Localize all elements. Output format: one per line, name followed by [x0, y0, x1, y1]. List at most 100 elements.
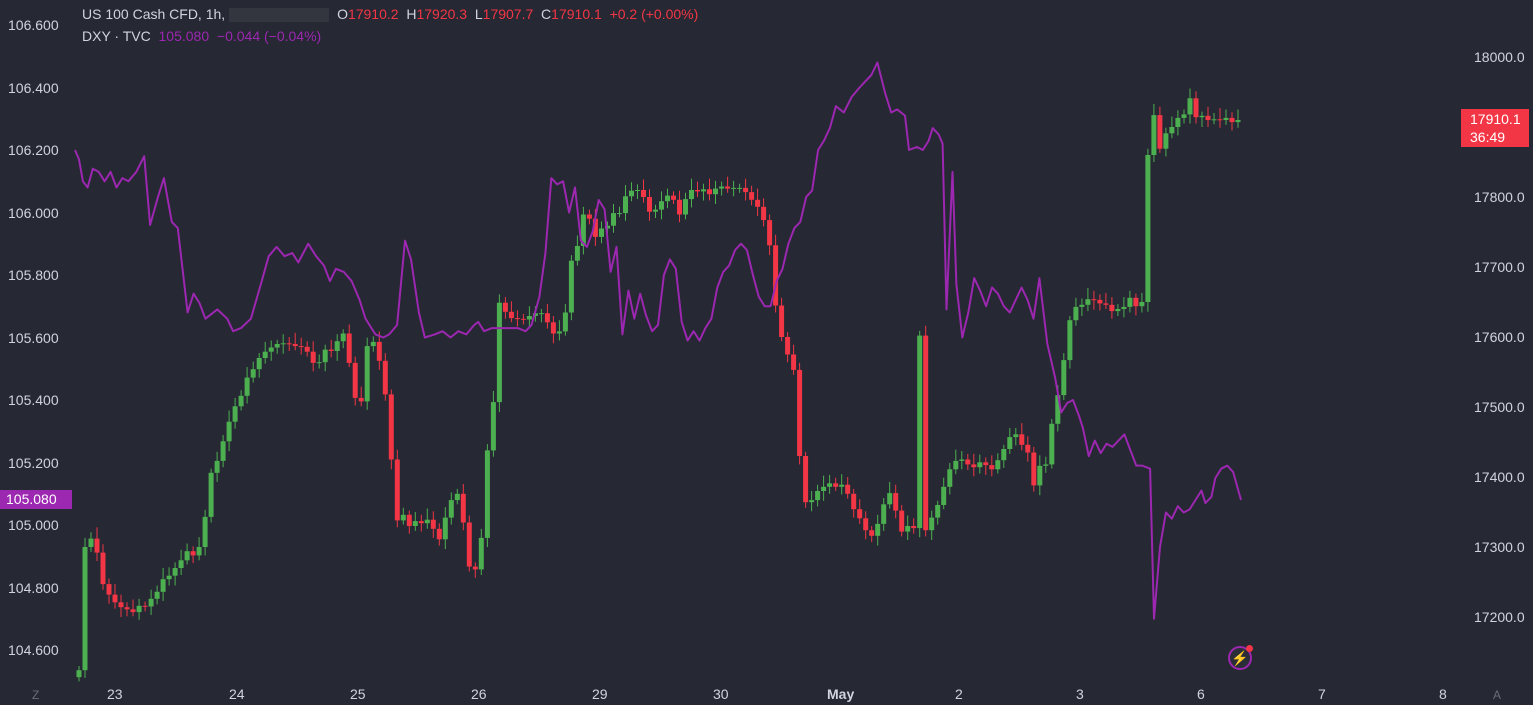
- candle-body: [1169, 127, 1175, 134]
- left-axis-tick: 105.400: [8, 392, 59, 408]
- legend-dxy-name: DXY · TVC: [82, 28, 151, 44]
- candle-body: [586, 214, 592, 219]
- candle-body: [857, 509, 863, 519]
- time-axis-tick: 2: [955, 686, 963, 702]
- right-axis-tick: 17600.0: [1474, 329, 1525, 345]
- candle-body: [647, 197, 652, 212]
- candle-body: [388, 394, 394, 460]
- candle-body: [1139, 302, 1145, 307]
- candle-body: [1055, 395, 1061, 424]
- candle-body: [238, 395, 244, 407]
- candle-body: [220, 441, 226, 461]
- candle-body: [1151, 115, 1157, 155]
- candle-body: [929, 517, 935, 531]
- timezone-label[interactable]: Z: [32, 688, 40, 702]
- candle-body: [689, 190, 694, 200]
- right-axis-tick: 17300.0: [1474, 539, 1525, 555]
- candle-body: [1103, 303, 1109, 305]
- candle-body: [1049, 423, 1055, 465]
- left-axis-tick: 106.400: [8, 79, 59, 96]
- candle-body: [1229, 117, 1235, 123]
- candle-body: [947, 469, 953, 487]
- candle-body: [965, 459, 971, 465]
- candle-body: [538, 313, 544, 315]
- candle-body: [262, 351, 268, 358]
- candle-body: [190, 551, 196, 556]
- candle-body: [839, 484, 845, 487]
- auto-scale-label[interactable]: A: [1493, 688, 1502, 702]
- candle-body: [232, 406, 238, 422]
- candle-body: [316, 362, 322, 364]
- candle-body: [719, 186, 725, 189]
- time-axis-tick: 3: [1076, 686, 1084, 702]
- candle-body: [178, 560, 184, 568]
- time-axis-tick: 25: [350, 686, 366, 702]
- candle-body: [683, 199, 688, 215]
- candle-body: [490, 402, 496, 451]
- candle-body: [472, 566, 478, 570]
- candle-body: [695, 190, 700, 192]
- candle-body: [905, 526, 911, 532]
- candle-body: [677, 199, 682, 215]
- candle-body: [508, 311, 514, 319]
- candle-body: [1199, 115, 1205, 118]
- candle-body: [382, 360, 388, 395]
- candle-body: [196, 547, 202, 556]
- candle-body: [274, 344, 280, 348]
- candle-body: [130, 609, 136, 613]
- time-axis-tick: 7: [1318, 686, 1326, 702]
- candle-body: [442, 517, 448, 540]
- us100-countdown: 36:49: [1470, 129, 1506, 145]
- candle-body: [502, 302, 508, 312]
- candle-body: [899, 510, 905, 532]
- candle-body: [1067, 320, 1073, 361]
- legend-c-value: 17910.1: [551, 6, 602, 22]
- candle-body: [562, 312, 568, 332]
- candle-body: [154, 591, 160, 599]
- candle-body: [1109, 304, 1115, 312]
- legend-h-label: H: [406, 6, 417, 22]
- candle-body: [1115, 309, 1121, 312]
- candle-body: [304, 346, 310, 352]
- candle-body: [791, 354, 797, 370]
- right-axis-tick: 17400.0: [1474, 469, 1525, 485]
- right-axis-tick: 18000.0: [1474, 49, 1525, 65]
- legend-dxy-change: −0.044 (−0.04%): [216, 28, 322, 44]
- candle-body: [749, 192, 755, 200]
- candle-body: [1121, 306, 1127, 309]
- candle-body: [851, 493, 857, 510]
- candle-body: [1007, 437, 1013, 449]
- candle-body: [352, 362, 358, 398]
- candle-body: [1085, 299, 1091, 305]
- candle-body: [430, 519, 436, 529]
- candle-body: [743, 187, 749, 193]
- candle-body: [310, 351, 316, 363]
- candle-body: [484, 450, 490, 538]
- candle-body: [412, 521, 418, 526]
- candle-body: [1211, 119, 1217, 121]
- candle-body: [514, 318, 520, 320]
- candle-body: [971, 464, 977, 468]
- candle-body: [172, 568, 178, 576]
- candle-body: [659, 201, 664, 210]
- lightning-icon[interactable]: ⚡: [1228, 645, 1253, 670]
- candle-body: [136, 605, 142, 613]
- candle-body: [713, 188, 718, 195]
- candle-body: [424, 519, 430, 524]
- legend-us100: US 100 Cash CFD, 1h, O17910.2 H17920.3 L…: [82, 6, 698, 23]
- left-axis-tick: 104.600: [8, 642, 59, 658]
- legend-dxy-value: 105.080: [158, 28, 210, 44]
- right-axis-tick: 17200.0: [1474, 609, 1525, 625]
- candle-body: [959, 459, 965, 461]
- candle-body: [448, 500, 454, 518]
- legend-c-label: C: [541, 6, 552, 22]
- time-axis-tick: 23: [107, 686, 123, 702]
- candle-body: [1163, 133, 1169, 149]
- candle-body: [286, 343, 292, 345]
- candle-body: [124, 607, 130, 610]
- candle-body: [863, 518, 869, 531]
- candle-body: [881, 504, 887, 524]
- candle-body: [725, 186, 731, 189]
- redacted-block: [229, 8, 330, 23]
